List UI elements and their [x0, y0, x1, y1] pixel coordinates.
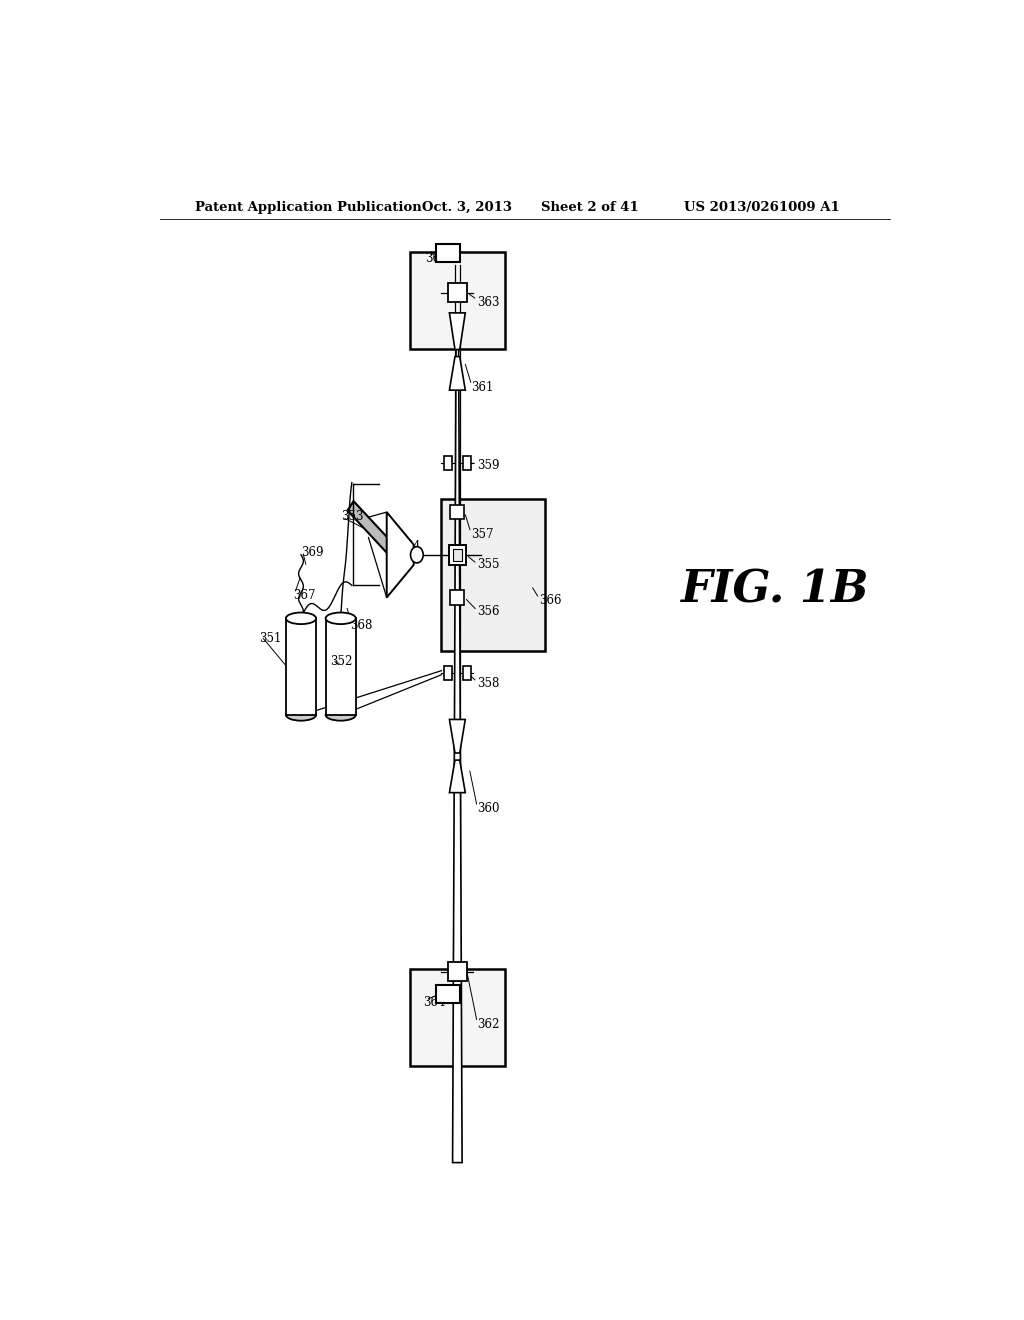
Text: 367: 367 — [293, 589, 315, 602]
Bar — [441, 499, 545, 651]
Bar — [447, 284, 467, 302]
Text: US 2013/0261009 A1: US 2013/0261009 A1 — [684, 201, 840, 214]
Text: 364: 364 — [423, 995, 445, 1008]
Ellipse shape — [286, 612, 316, 624]
Text: 359: 359 — [477, 459, 500, 471]
Bar — [286, 618, 316, 715]
Text: Oct. 3, 2013: Oct. 3, 2013 — [422, 201, 512, 214]
Ellipse shape — [286, 709, 316, 721]
Bar — [326, 618, 355, 715]
Bar — [410, 252, 505, 348]
Text: Sheet 2 of 41: Sheet 2 of 41 — [541, 201, 638, 214]
Text: Patent Application Publication: Patent Application Publication — [196, 201, 422, 214]
Bar — [463, 665, 471, 680]
Bar — [451, 590, 465, 605]
Text: 368: 368 — [350, 619, 373, 632]
Bar — [443, 457, 452, 470]
Polygon shape — [387, 512, 414, 598]
Bar — [410, 969, 505, 1065]
Polygon shape — [450, 356, 465, 391]
Text: 354: 354 — [397, 540, 420, 553]
Circle shape — [411, 546, 423, 562]
Bar — [447, 962, 467, 981]
Bar — [463, 457, 471, 470]
Ellipse shape — [326, 612, 355, 624]
Text: 351: 351 — [259, 632, 282, 644]
Text: 362: 362 — [477, 1018, 500, 1031]
Text: 369: 369 — [301, 546, 324, 560]
Text: 356: 356 — [477, 605, 500, 618]
Text: 355: 355 — [477, 558, 500, 572]
Polygon shape — [453, 321, 462, 1163]
Text: 366: 366 — [539, 594, 561, 607]
Polygon shape — [450, 719, 465, 752]
Bar — [451, 506, 465, 519]
Text: 357: 357 — [471, 528, 494, 541]
Bar — [436, 985, 460, 1003]
Bar — [436, 244, 460, 263]
Text: 360: 360 — [477, 803, 500, 816]
Polygon shape — [450, 760, 465, 792]
Bar — [453, 549, 462, 561]
Text: FIG. 1B: FIG. 1B — [680, 569, 868, 612]
Text: 352: 352 — [331, 655, 352, 668]
Text: 361: 361 — [471, 380, 494, 393]
Text: 365: 365 — [426, 252, 449, 264]
Ellipse shape — [326, 709, 355, 721]
Bar — [443, 665, 452, 680]
Text: 353: 353 — [341, 510, 364, 523]
Bar — [347, 502, 397, 557]
Polygon shape — [450, 313, 465, 350]
Bar — [449, 545, 466, 565]
Text: 363: 363 — [477, 296, 500, 309]
Text: 358: 358 — [477, 677, 500, 690]
